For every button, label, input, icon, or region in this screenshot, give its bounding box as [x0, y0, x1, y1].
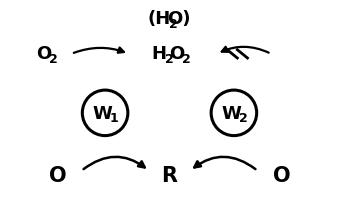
Text: O): O) — [167, 10, 191, 27]
Text: O: O — [49, 165, 66, 185]
Text: W: W — [221, 104, 241, 122]
Text: (H: (H — [148, 10, 171, 27]
Text: H: H — [152, 45, 167, 62]
Text: W: W — [92, 104, 112, 122]
Text: 2: 2 — [239, 112, 247, 125]
Text: 2: 2 — [182, 53, 191, 66]
Text: R: R — [161, 165, 178, 185]
Text: 2: 2 — [169, 18, 178, 31]
Text: O: O — [37, 45, 52, 62]
Text: 1: 1 — [110, 112, 118, 125]
Text: 2: 2 — [49, 53, 57, 66]
Text: 2: 2 — [165, 53, 174, 66]
Text: O: O — [273, 165, 290, 185]
Text: O: O — [169, 45, 184, 62]
